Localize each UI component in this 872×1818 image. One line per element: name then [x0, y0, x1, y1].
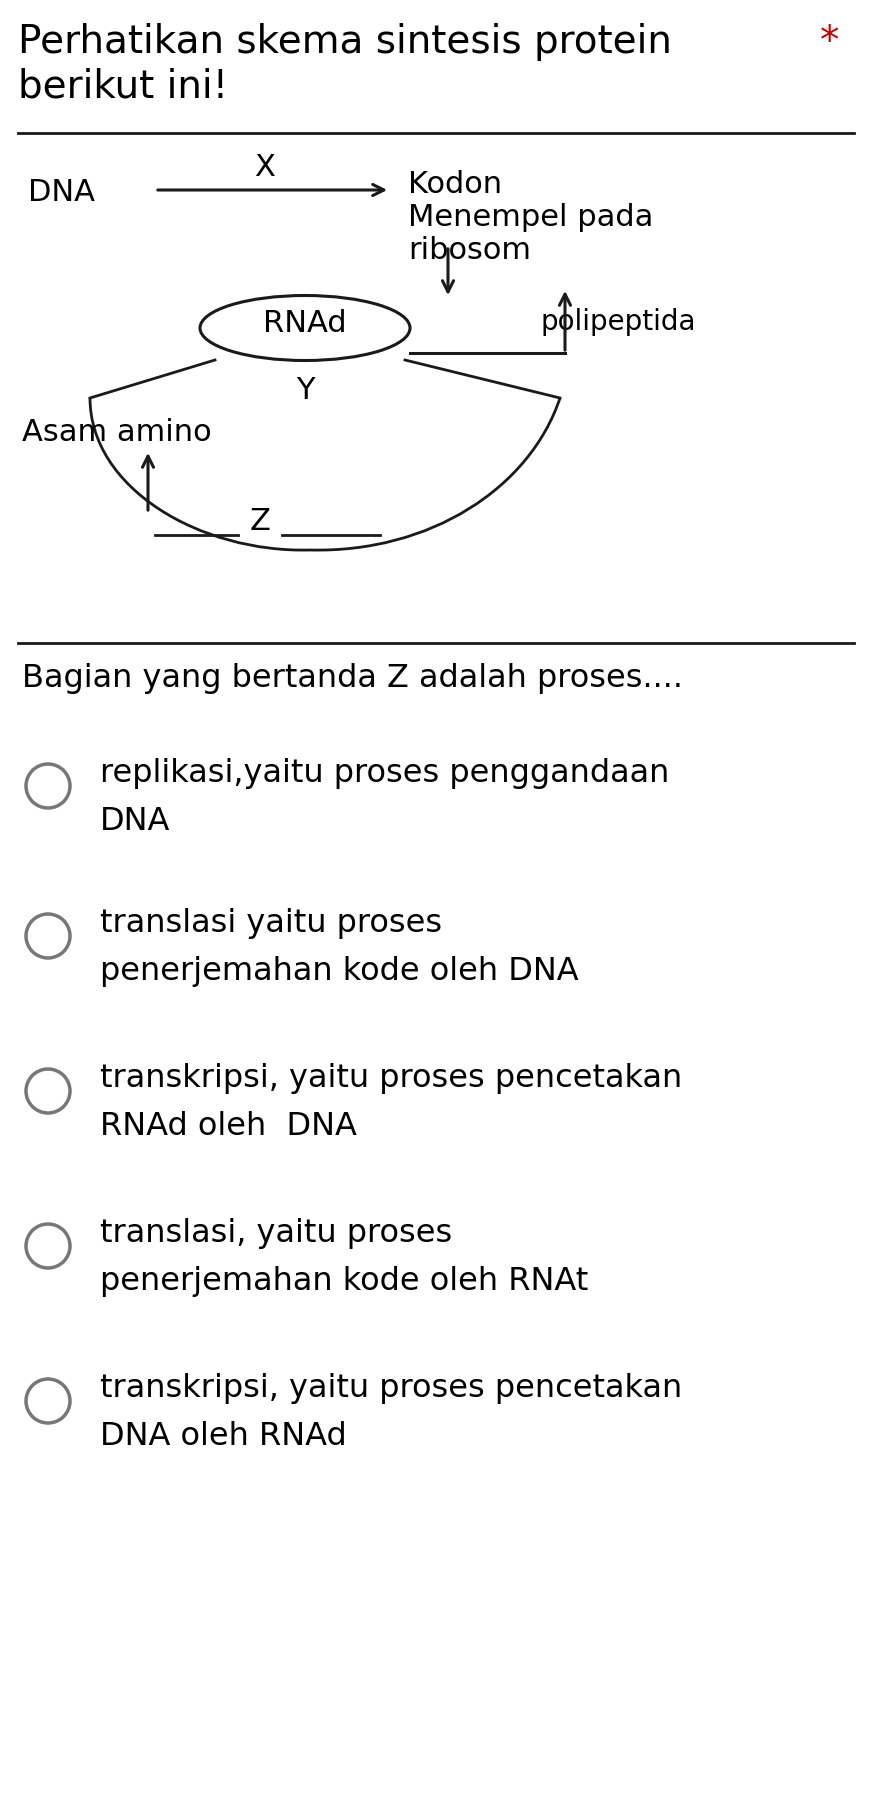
Text: transkripsi, yaitu proses pencetakan: transkripsi, yaitu proses pencetakan	[100, 1064, 682, 1094]
Text: Y: Y	[296, 376, 314, 405]
Text: ribosom: ribosom	[408, 236, 531, 265]
Text: Menempel pada: Menempel pada	[408, 204, 653, 233]
Text: X: X	[254, 153, 275, 182]
Text: translasi, yaitu proses: translasi, yaitu proses	[100, 1218, 453, 1249]
Text: DNA oleh RNAd: DNA oleh RNAd	[100, 1422, 347, 1453]
Text: translasi yaitu proses: translasi yaitu proses	[100, 907, 442, 940]
Text: RNAd oleh  DNA: RNAd oleh DNA	[100, 1111, 357, 1142]
Text: penerjemahan kode oleh RNAt: penerjemahan kode oleh RNAt	[100, 1265, 589, 1296]
Text: *: *	[820, 24, 840, 62]
Text: berikut ini!: berikut ini!	[18, 67, 228, 105]
Text: Asam amino: Asam amino	[22, 418, 212, 447]
Text: polipeptida: polipeptida	[540, 307, 696, 336]
Text: RNAd: RNAd	[263, 309, 347, 338]
Text: Z: Z	[249, 507, 270, 536]
Text: transkripsi, yaitu proses pencetakan: transkripsi, yaitu proses pencetakan	[100, 1373, 682, 1403]
Text: Perhatikan skema sintesis protein: Perhatikan skema sintesis protein	[18, 24, 671, 62]
Text: DNA: DNA	[28, 178, 95, 207]
Text: replikasi,yaitu proses penggandaan: replikasi,yaitu proses penggandaan	[100, 758, 670, 789]
Text: Bagian yang bertanda Z adalah proses....: Bagian yang bertanda Z adalah proses....	[22, 664, 683, 694]
Text: DNA: DNA	[100, 805, 170, 836]
Text: Kodon: Kodon	[408, 171, 502, 198]
Text: penerjemahan kode oleh DNA: penerjemahan kode oleh DNA	[100, 956, 579, 987]
